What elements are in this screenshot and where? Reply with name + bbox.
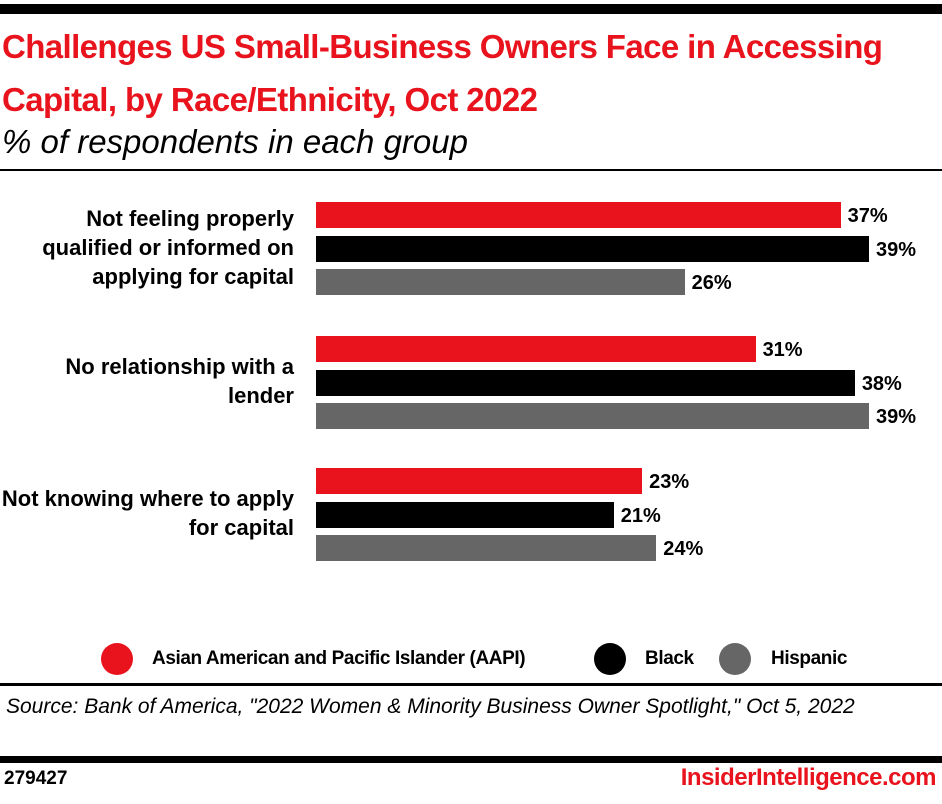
bar-where-to-apply-s1 [316, 501, 614, 528]
legend-label-hispanic: Hispanic [771, 648, 847, 669]
bar-qualified-s0 [316, 202, 841, 228]
data-label-qualified-s1: 39% [876, 238, 917, 261]
chart-subtitle: % of respondents in each group [2, 123, 468, 160]
chart-id: 279427 [4, 768, 68, 789]
footer-rule [0, 756, 942, 763]
header-divider [0, 169, 942, 171]
data-label-relationship-s0: 31% [762, 339, 803, 361]
legend-swatch-aapi [101, 643, 133, 675]
category-label-qualified: Not feeling properly qualified or inform… [42, 206, 294, 289]
data-label-qualified-s0: 37% [847, 205, 888, 227]
bar-where-to-apply-s2 [316, 535, 657, 561]
legend-swatch-black [594, 643, 626, 675]
data-label-where-to-apply-s1: 21% [620, 504, 661, 527]
legend-divider [0, 683, 942, 686]
category-label-where-to-apply: Not knowing where to apply for capital [1, 486, 294, 540]
category-label-relationship: No relationship with a lender [65, 354, 294, 408]
data-label-where-to-apply-s0: 23% [649, 471, 690, 493]
bar-relationship-s1 [316, 369, 855, 396]
top-rule [0, 4, 942, 14]
bar-qualified-s2 [316, 269, 685, 295]
legend: Asian American and Pacific Islander (AAP… [0, 643, 942, 675]
legend-swatch-hispanic [719, 643, 751, 675]
source-note: Source: Bank of America, "2022 Women & M… [6, 695, 855, 718]
bar-qualified-s1 [316, 235, 869, 262]
data-label-where-to-apply-s2: 24% [663, 538, 704, 560]
legend-label-aapi: Asian American and Pacific Islander (AAP… [152, 648, 526, 669]
bar-where-to-apply-s0 [316, 468, 643, 494]
chart-title: Challenges US Small-Business Owners Face… [2, 28, 883, 118]
bar-relationship-s0 [316, 336, 756, 362]
brand-link[interactable]: InsiderIntelligence.com [680, 764, 937, 791]
data-label-relationship-s2: 39% [876, 406, 917, 428]
data-label-relationship-s1: 38% [861, 372, 902, 395]
legend-label-black: Black [645, 648, 694, 669]
data-label-qualified-s2: 26% [691, 272, 732, 294]
bar-relationship-s2 [316, 403, 869, 429]
